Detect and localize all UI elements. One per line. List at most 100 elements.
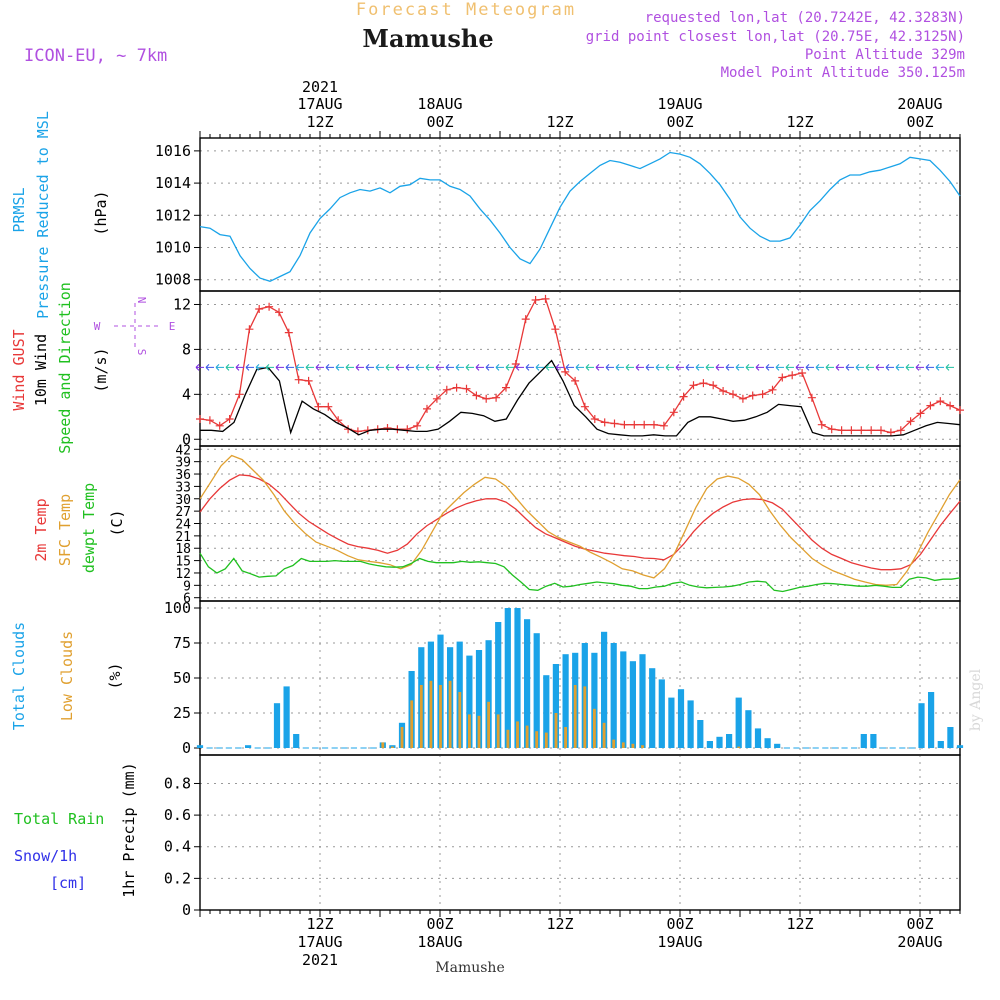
y-tick-label: 15 xyxy=(175,555,191,570)
wind-direction-arrow xyxy=(775,363,784,371)
low-clouds-bar xyxy=(525,725,529,748)
wind-direction-arrow xyxy=(875,363,884,371)
wind-direction-arrow xyxy=(615,363,624,371)
low-clouds-bar xyxy=(535,731,539,748)
wind-gust-marker xyxy=(551,325,560,334)
total-clouds-bar xyxy=(629,661,636,748)
low-clouds-bar xyxy=(564,727,567,748)
low-clouds-bar xyxy=(583,686,587,748)
low-clouds-bar xyxy=(391,746,394,748)
y-tick-label: 0 xyxy=(182,430,191,448)
y-tick-label: 8 xyxy=(182,340,191,358)
time-label-top: 18AUG xyxy=(417,95,462,113)
total-clouds-bar xyxy=(543,675,550,748)
total-clouds-bar xyxy=(947,727,954,748)
total-clouds-bar xyxy=(601,631,608,748)
wind-gust-marker xyxy=(502,383,510,392)
total-clouds-bar xyxy=(620,651,627,748)
y-tick-label: 39 xyxy=(175,456,191,471)
total-clouds-bar xyxy=(533,633,540,748)
low-clouds-bar xyxy=(506,729,510,748)
time-label-bottom: 19AUG xyxy=(657,933,702,951)
wind-gust-marker xyxy=(196,415,204,423)
y-tick-label: 1008 xyxy=(155,271,191,289)
wind-direction-arrow xyxy=(895,363,904,371)
model-point-altitude: Model Point Altitude 350.125m xyxy=(721,65,965,81)
wind-direction-arrow xyxy=(845,363,854,371)
total-clouds-bar xyxy=(735,697,742,748)
total-clouds-bar xyxy=(475,650,483,748)
page-title: Mamushe xyxy=(362,24,493,53)
grid-point-location: grid point closest lon,lat (20.75E, 42.3… xyxy=(586,29,965,45)
wind-direction-arrow xyxy=(465,363,474,371)
total-clouds-bar xyxy=(293,734,300,748)
total-clouds-bar xyxy=(610,643,617,748)
time-label-top: 12Z xyxy=(306,113,333,131)
time-label-top: 12Z xyxy=(546,113,573,131)
y-tick-label: 0.4 xyxy=(164,838,191,856)
wind-gust-marker xyxy=(877,426,885,435)
wind-direction-arrow xyxy=(935,363,944,371)
total-rain-label: Total Rain xyxy=(14,810,104,828)
compass-s: S xyxy=(135,349,148,356)
super-title: Forecast Meteogram xyxy=(356,0,576,20)
wind-direction-arrow xyxy=(785,363,794,371)
pressure-reduced-label: Pressure Reduced to MSL xyxy=(34,111,52,319)
wind-gust-marker xyxy=(531,296,540,304)
wind-direction-arrow xyxy=(565,363,574,371)
wind-gust-marker xyxy=(817,420,826,429)
wind-direction-arrow xyxy=(915,363,924,371)
low-clouds-bar xyxy=(544,732,548,748)
y-tick-label: 1016 xyxy=(155,142,191,160)
wind-gust-marker xyxy=(275,308,283,317)
total-clouds-bar xyxy=(745,710,752,748)
y-tick-label: 0.2 xyxy=(164,869,191,887)
wind-gust-marker xyxy=(906,417,915,426)
wind-10m-label: 10m Wind xyxy=(32,334,50,406)
total-clouds-bar xyxy=(774,743,781,748)
cloud-unit-label: (%) xyxy=(106,662,124,689)
total-clouds-bar xyxy=(697,720,704,748)
wind-gust-marker xyxy=(383,424,392,432)
wind-gust-marker xyxy=(482,394,491,403)
wind-gust-marker xyxy=(926,401,935,410)
wind-direction-arrow xyxy=(375,363,384,371)
panel-frame xyxy=(199,137,961,292)
wind-gust-marker xyxy=(215,421,224,430)
wind-direction-arrow xyxy=(805,363,814,371)
y-tick-label: 24 xyxy=(175,518,191,533)
time-label-bottom: 17AUG xyxy=(297,933,342,951)
time-label-bottom: 00Z xyxy=(666,915,693,933)
wind-direction-arrow xyxy=(665,363,674,371)
compass-n: N xyxy=(135,297,148,304)
wind-gust-marker xyxy=(423,404,431,413)
wind-gust-marker xyxy=(886,428,895,437)
wind-direction-arrow xyxy=(525,363,534,371)
temp-2m-line xyxy=(199,474,961,571)
wind-direction-arrow xyxy=(315,363,324,371)
total-clouds-bar xyxy=(860,734,867,748)
y-tick-label: 9 xyxy=(183,579,191,594)
wind-gust-marker xyxy=(946,401,955,410)
y-tick-label: 4 xyxy=(182,385,191,403)
total-clouds-bar xyxy=(485,640,492,748)
y-tick-label: 25 xyxy=(173,704,191,722)
total-clouds-bar xyxy=(918,703,925,748)
total-clouds-bar xyxy=(928,692,935,748)
wind-gust-marker xyxy=(205,416,214,425)
low-clouds-bar xyxy=(410,700,414,748)
total-clouds-bar xyxy=(245,745,252,748)
panel-frame xyxy=(199,754,961,911)
low-clouds-bar xyxy=(593,708,596,748)
wind-direction-arrow xyxy=(345,363,354,371)
low-clouds-bar xyxy=(458,692,462,748)
wind-gust-label: Wind GUST xyxy=(10,329,28,410)
wind-direction-arrow xyxy=(425,363,434,371)
pressure-labels: PRMSL Pressure Reduced to MSL (hPa) xyxy=(10,111,110,319)
wind-speed-direction-label: Speed and Direction xyxy=(56,282,74,454)
wind-direction-arrow xyxy=(705,363,714,371)
total-clouds-bar xyxy=(591,652,598,748)
wind-direction-arrow xyxy=(265,363,274,371)
wind-direction-arrow xyxy=(365,363,374,371)
wind-direction-arrow xyxy=(475,363,484,371)
